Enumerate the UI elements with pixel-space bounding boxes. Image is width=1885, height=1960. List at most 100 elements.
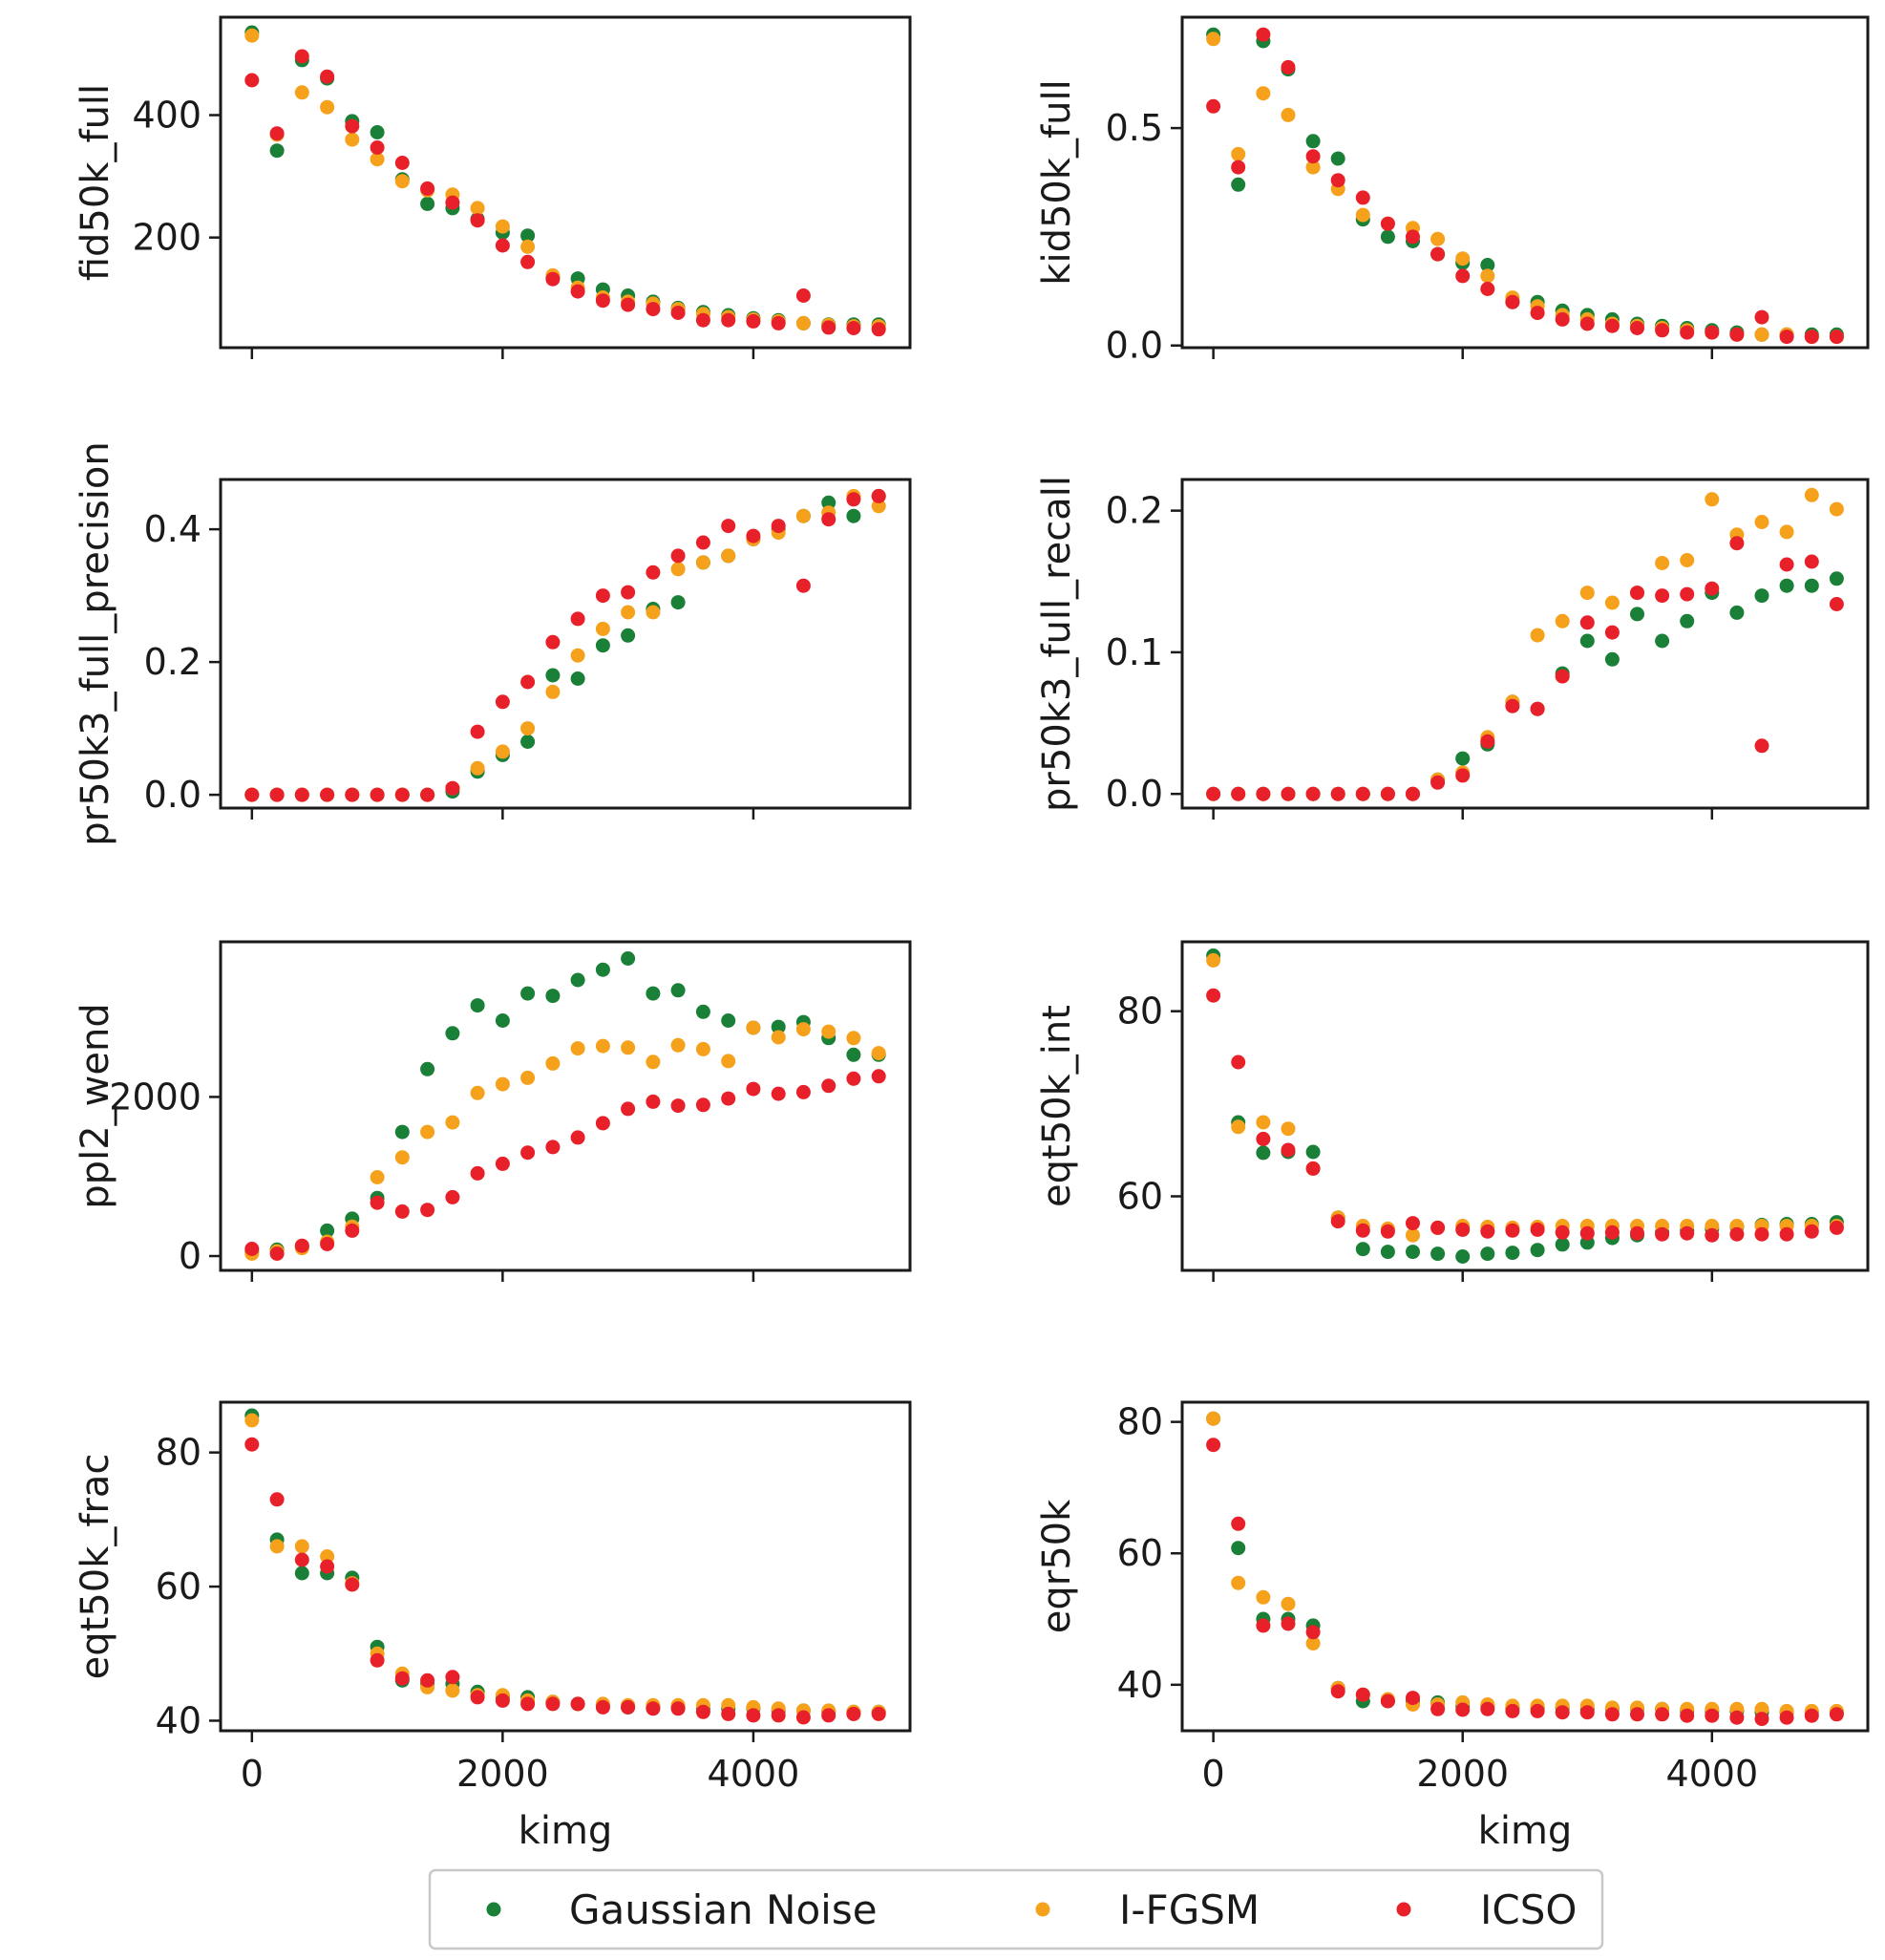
data-point bbox=[595, 638, 610, 653]
data-point bbox=[1829, 1220, 1844, 1235]
data-point bbox=[1530, 701, 1545, 716]
data-point bbox=[846, 1071, 861, 1086]
data-point bbox=[1555, 1705, 1570, 1720]
data-point bbox=[1579, 1705, 1595, 1720]
data-point bbox=[495, 1156, 510, 1171]
data-point bbox=[795, 578, 811, 593]
data-point bbox=[294, 85, 309, 100]
data-point bbox=[520, 1145, 536, 1161]
plot-frame bbox=[1180, 1400, 1870, 1733]
data-point bbox=[495, 1693, 510, 1708]
data-point bbox=[570, 284, 585, 299]
series-gaussian-noise bbox=[1206, 27, 1844, 342]
data-point bbox=[846, 508, 861, 523]
data-point bbox=[1579, 316, 1595, 331]
data-point bbox=[721, 1054, 736, 1069]
y-axis-label: eqr50k bbox=[1035, 1499, 1079, 1633]
data-point bbox=[1729, 605, 1745, 620]
data-point bbox=[1330, 173, 1345, 188]
data-point bbox=[795, 1084, 811, 1099]
data-point bbox=[1480, 258, 1495, 272]
data-point bbox=[1406, 229, 1420, 245]
data-point bbox=[320, 99, 335, 115]
data-point bbox=[1505, 1703, 1520, 1718]
data-point bbox=[1754, 327, 1769, 342]
data-point bbox=[821, 1708, 837, 1723]
data-point bbox=[846, 1706, 861, 1721]
data-point bbox=[1206, 988, 1221, 1003]
data-point bbox=[746, 1708, 761, 1723]
data-point bbox=[1206, 32, 1221, 47]
data-point bbox=[1330, 1684, 1345, 1699]
data-point bbox=[1754, 588, 1769, 604]
y-tick-label: 0 bbox=[179, 1235, 201, 1277]
data-point bbox=[495, 1013, 510, 1028]
data-point bbox=[746, 1020, 761, 1035]
data-point bbox=[746, 313, 761, 329]
plot-frame bbox=[219, 15, 912, 350]
data-point bbox=[545, 271, 561, 287]
data-point bbox=[1305, 1625, 1321, 1640]
data-point bbox=[570, 1130, 585, 1145]
data-point bbox=[621, 1101, 636, 1117]
data-point bbox=[1530, 1703, 1545, 1718]
series-gaussian-noise bbox=[244, 1408, 886, 1719]
y-tick-label: 80 bbox=[156, 1432, 201, 1474]
series-i-fgsm bbox=[244, 488, 886, 802]
data-point bbox=[721, 1706, 736, 1721]
data-point bbox=[1680, 553, 1695, 567]
data-point bbox=[1355, 190, 1370, 205]
data-point bbox=[821, 1078, 837, 1094]
data-point bbox=[420, 181, 435, 196]
series-icso bbox=[244, 1437, 886, 1725]
data-point bbox=[394, 1150, 410, 1165]
data-point bbox=[1206, 1438, 1221, 1453]
data-point bbox=[1256, 1115, 1271, 1130]
data-point bbox=[1530, 628, 1545, 643]
data-point bbox=[1729, 327, 1745, 342]
data-point bbox=[545, 1140, 561, 1155]
data-point bbox=[621, 951, 636, 966]
data-point bbox=[1630, 607, 1644, 622]
data-point bbox=[795, 288, 811, 303]
series-i-fgsm bbox=[1206, 487, 1844, 801]
data-point bbox=[871, 499, 886, 514]
data-point bbox=[545, 668, 561, 683]
data-point bbox=[746, 528, 761, 543]
data-point bbox=[646, 565, 661, 580]
data-point bbox=[1305, 134, 1321, 149]
y-tick-label: 0.0 bbox=[1106, 325, 1163, 367]
data-point bbox=[520, 228, 536, 244]
data-point bbox=[269, 126, 285, 141]
data-point bbox=[695, 1004, 710, 1019]
series-icso bbox=[244, 488, 886, 802]
data-point bbox=[695, 555, 710, 570]
data-point bbox=[695, 312, 710, 328]
data-point bbox=[394, 1671, 410, 1686]
data-point bbox=[595, 1699, 610, 1715]
data-point bbox=[1680, 586, 1695, 602]
data-point bbox=[294, 1539, 309, 1554]
legend: Gaussian Noise I-FGSM ICSO bbox=[428, 1868, 1604, 1950]
series-gaussian-noise bbox=[244, 488, 886, 802]
y-tick-label: 0.5 bbox=[1106, 107, 1163, 149]
data-point bbox=[771, 519, 786, 534]
data-point bbox=[621, 605, 636, 620]
data-point bbox=[1231, 1575, 1246, 1590]
data-point bbox=[345, 132, 360, 147]
data-point bbox=[1804, 487, 1819, 502]
data-point bbox=[520, 239, 536, 254]
data-point bbox=[1555, 1237, 1570, 1252]
data-point bbox=[721, 519, 736, 534]
data-point bbox=[746, 1081, 761, 1097]
data-point bbox=[394, 1124, 410, 1140]
y-tick-label: 0.2 bbox=[1106, 490, 1163, 532]
data-point bbox=[1330, 151, 1345, 166]
data-point bbox=[520, 1070, 536, 1085]
y-tick-label: 0.1 bbox=[1106, 631, 1163, 673]
data-point bbox=[795, 315, 811, 330]
data-point bbox=[1480, 268, 1495, 284]
data-point bbox=[1754, 1712, 1769, 1727]
data-point bbox=[1281, 1616, 1296, 1631]
data-point bbox=[1305, 786, 1321, 801]
